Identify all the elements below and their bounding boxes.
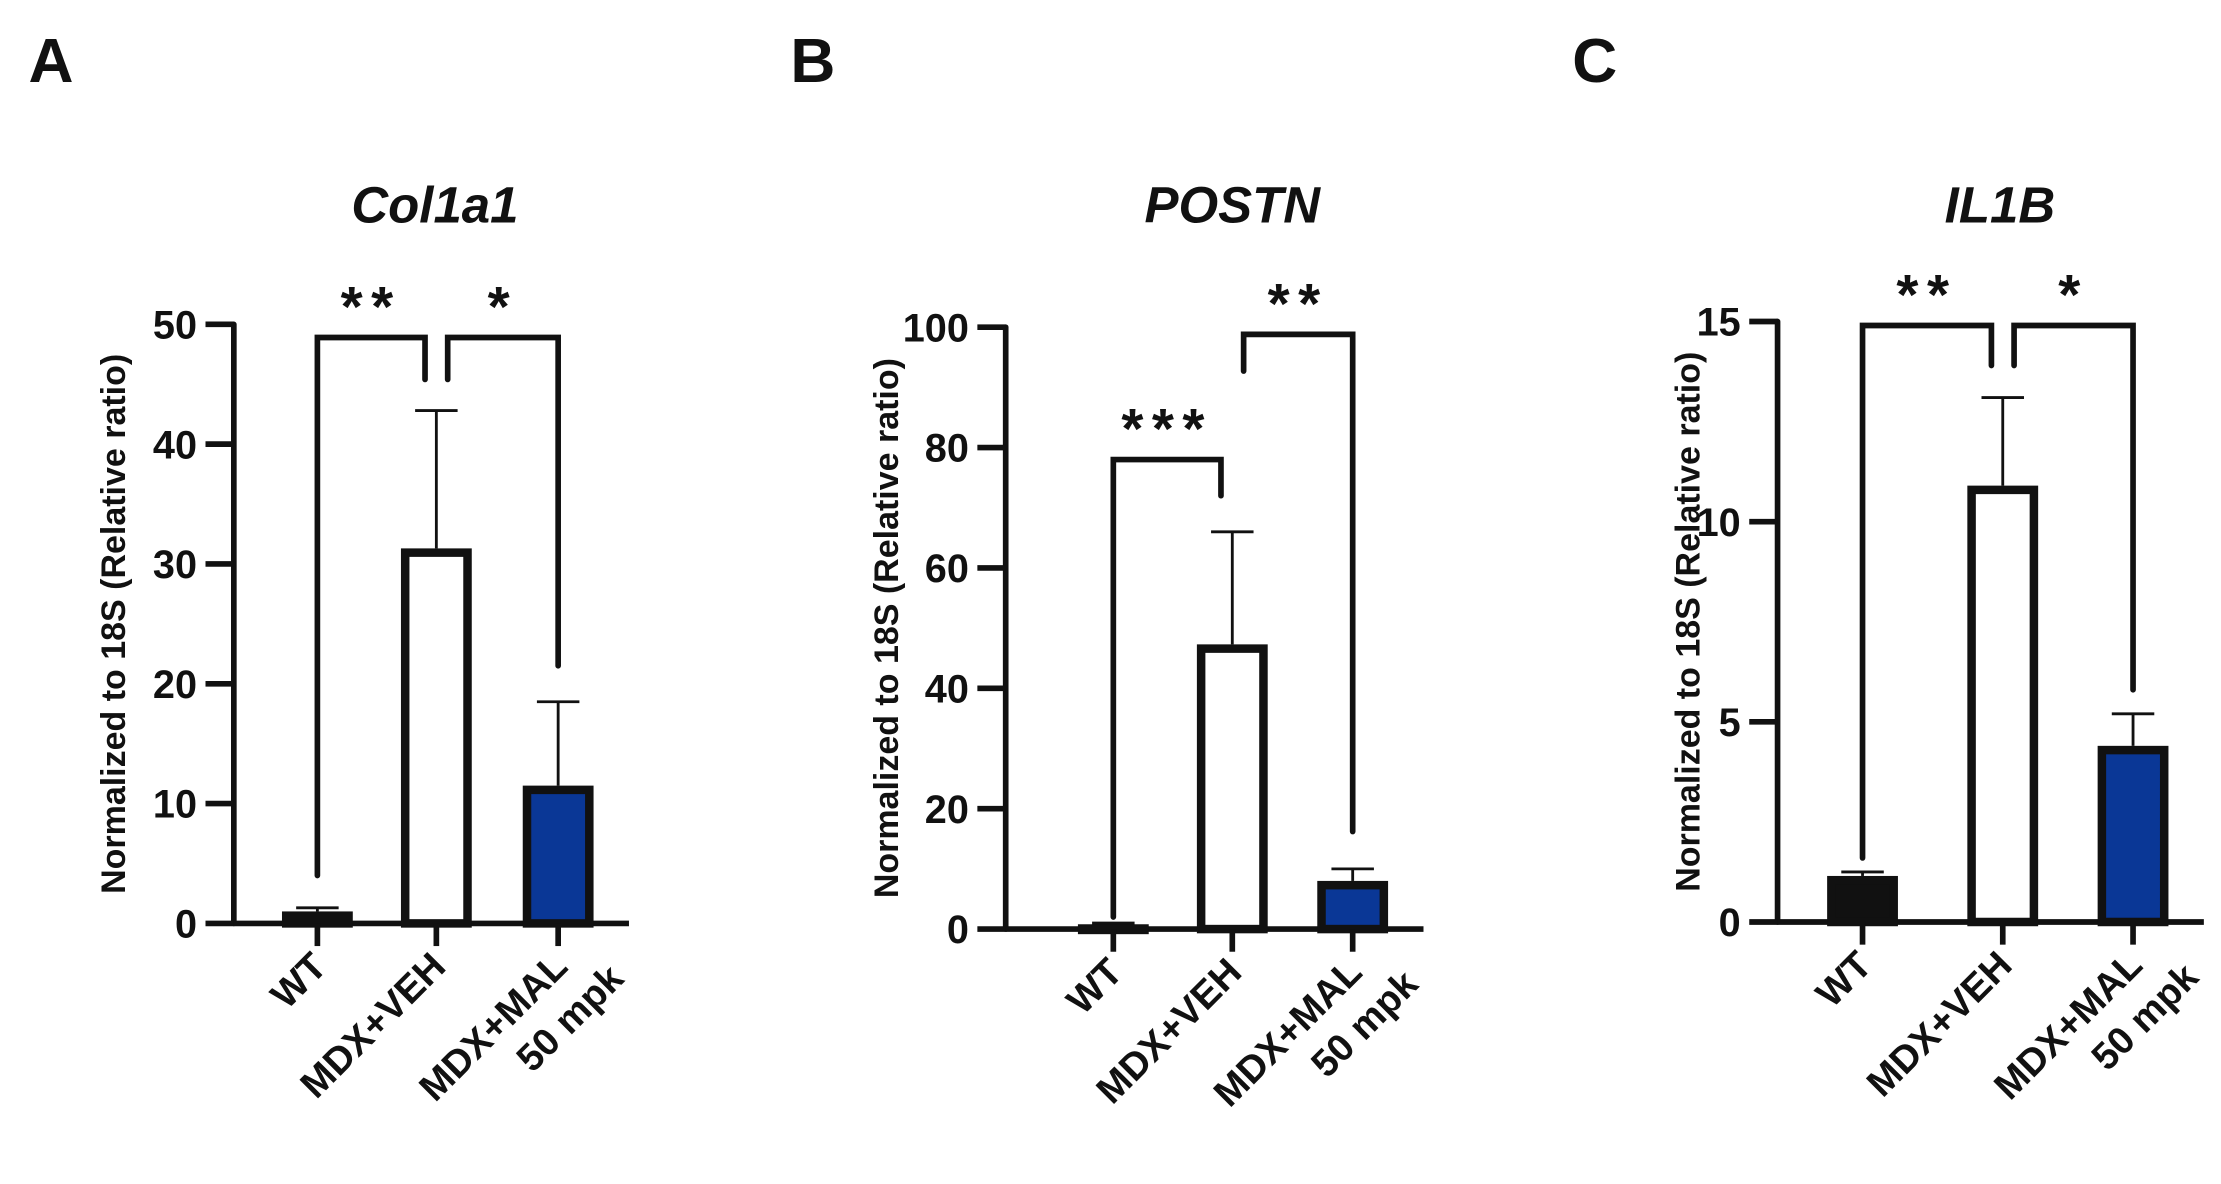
y-tick-label: 60 — [925, 547, 969, 591]
bar-mdx-veh — [400, 548, 472, 928]
y-tick-label: 0 — [1719, 901, 1741, 945]
bar-wt — [281, 911, 353, 928]
panel-letter: A — [28, 27, 73, 96]
significance-label: *** — [1121, 398, 1213, 461]
panel-a: A Col1a1 Normalized to 18S (Relative ratio… — [28, 27, 632, 1143]
y-axis-label: Normalized to 18S (Relative ratio) — [1670, 352, 1708, 892]
x-tick-label-line: WT — [263, 945, 335, 1017]
x-tick-label: MDX+MAL50 mpk — [411, 922, 632, 1143]
y-tick-label: 30 — [153, 543, 197, 587]
x-tick-label: WT — [263, 945, 335, 1017]
significance-label: * — [2058, 264, 2089, 327]
significance-bracket — [314, 334, 428, 879]
y-tick-label: 0 — [175, 903, 197, 947]
panel-letter: B — [790, 27, 835, 96]
bar-mdx-mal — [2097, 745, 2169, 927]
panel-c: C IL1B Normalized to 18S (Relative ratio) 0… — [1572, 27, 2207, 1142]
significance-bracket — [2011, 322, 2136, 693]
y-tick-label: 20 — [153, 663, 197, 707]
y-tick-label: 80 — [925, 427, 969, 471]
y-tick-label: 40 — [925, 667, 969, 711]
significance-bracket — [1110, 456, 1224, 920]
y-tick-label: 100 — [903, 306, 969, 350]
significance-bracket — [1240, 331, 1356, 835]
y-tick-label: 10 — [153, 783, 197, 827]
significance-label: ** — [1268, 273, 1329, 336]
significance-bracket — [444, 334, 561, 669]
bar-mdx-mal — [522, 785, 594, 928]
chart-title: IL1B — [1945, 176, 2055, 233]
x-tick-label: MDX+MAL50 mpk — [1206, 928, 1427, 1149]
significance-label: * — [488, 276, 519, 339]
x-tick-label-line: WT — [1808, 943, 1880, 1015]
x-tick-label-line: WT — [1059, 950, 1131, 1022]
bar-mdx-veh — [1967, 485, 2039, 927]
y-tick-label: 10 — [1697, 501, 1741, 545]
y-tick-label: 20 — [925, 788, 969, 832]
x-tick-label: MDX+MAL50 mpk — [1986, 921, 2207, 1142]
bar-mdx-mal — [1317, 880, 1389, 934]
chart-title: POSTN — [1145, 176, 1322, 233]
y-tick-label: 0 — [947, 908, 969, 952]
x-tick-label: WT — [1059, 950, 1131, 1022]
significance-label: ** — [1896, 264, 1957, 327]
y-axis-label: Normalized to 18S (Relative ratio) — [95, 354, 133, 894]
x-tick-label: WT — [1808, 943, 1880, 1015]
y-tick-label: 50 — [153, 303, 197, 347]
y-tick-label: 15 — [1697, 301, 1741, 345]
significance-bracket — [1859, 322, 1995, 861]
bar-wt — [1827, 875, 1898, 927]
y-axis-label: Normalized to 18S (Relative ratio) — [868, 358, 906, 898]
bar-mdx-veh — [1196, 644, 1268, 934]
significance-label: ** — [341, 276, 402, 339]
y-tick-label: 40 — [153, 423, 197, 467]
panel-letter: C — [1572, 27, 1617, 96]
chart-title: Col1a1 — [351, 176, 518, 233]
y-tick-label: 5 — [1719, 701, 1741, 745]
panel-b: B POSTN Normalized to 18S (Relative ratio)… — [790, 27, 1427, 1149]
